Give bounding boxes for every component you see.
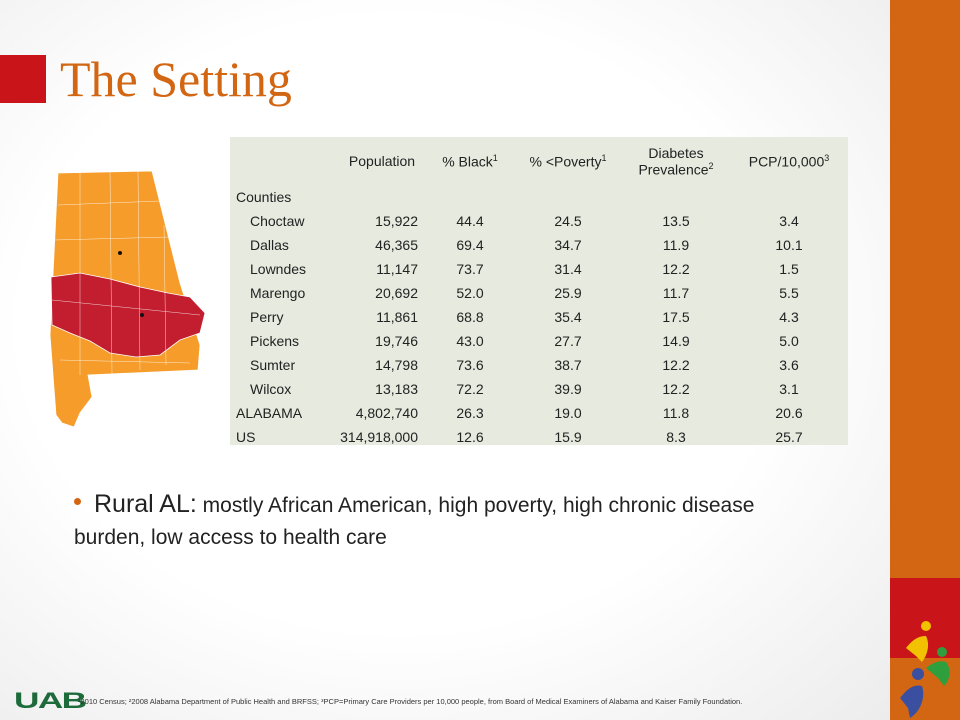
table-row: US 314,918,000 12.6 15.9 8.3 25.7 xyxy=(230,425,848,449)
table-row: Wilcox 13,183 72.2 39.9 12.2 3.1 xyxy=(230,377,848,401)
cell-percent-black: 52.0 xyxy=(456,285,484,301)
cell-population: 4,802,740 xyxy=(355,405,418,421)
table-row: Perry 11,861 68.8 35.4 17.5 4.3 xyxy=(230,305,848,329)
table-row: Pickens 19,746 43.0 27.7 14.9 5.0 xyxy=(230,329,848,353)
uab-logo: UAB xyxy=(14,688,87,713)
cell-percent-black: 68.8 xyxy=(456,309,484,325)
cell-percent-poverty: 19.0 xyxy=(554,405,582,421)
table-row: Choctaw 15,922 44.4 24.5 13.5 3.4 xyxy=(230,209,848,233)
cell-pcp: 3.1 xyxy=(779,381,799,397)
county-data-table: Population % Black1 % <Poverty1 Diabetes… xyxy=(230,137,848,445)
section-label: Counties xyxy=(236,189,292,205)
footnote: ¹2010 Census; ²2008 Alabama Department o… xyxy=(78,697,743,706)
people-figures-icon xyxy=(900,621,950,718)
cell-pcp: 25.7 xyxy=(775,429,803,445)
cell-pcp: 5.5 xyxy=(779,285,799,301)
cell-county-name: US xyxy=(236,429,256,445)
cell-percent-poverty: 34.7 xyxy=(554,237,582,253)
table-header-row: Population % Black1 % <Poverty1 Diabetes… xyxy=(230,137,848,185)
cell-percent-black: 12.6 xyxy=(456,429,484,445)
cell-population: 15,922 xyxy=(375,213,418,229)
cell-county-name: ALABAMA xyxy=(236,405,303,421)
title-marker xyxy=(0,55,46,103)
bullet-point: Rural AL: mostly African American, high … xyxy=(74,488,814,554)
cell-diabetes-prevalence: 11.9 xyxy=(662,237,690,253)
cell-percent-black: 26.3 xyxy=(456,405,484,421)
cell-pcp: 10.1 xyxy=(775,237,803,253)
cell-county-name: Sumter xyxy=(250,357,296,373)
alabama-map-image xyxy=(49,170,206,428)
cell-percent-poverty: 25.9 xyxy=(554,285,582,301)
cell-percent-black: 73.7 xyxy=(456,261,484,277)
cell-population: 14,798 xyxy=(375,357,418,373)
cell-diabetes-prevalence: 17.5 xyxy=(662,309,690,325)
bullet-dot xyxy=(74,498,81,505)
cell-pcp: 5.0 xyxy=(779,333,799,349)
section-row: Counties xyxy=(230,185,848,209)
cell-county-name: Perry xyxy=(250,309,284,325)
cell-percent-poverty: 35.4 xyxy=(554,309,582,325)
cell-diabetes-prevalence: 13.5 xyxy=(662,213,690,229)
header-population: Population xyxy=(348,153,416,169)
header-diabetes: Diabetes Prevalence2 xyxy=(638,144,714,178)
header-pcp: PCP/10,0003 xyxy=(748,152,830,170)
cell-population: 13,183 xyxy=(375,381,418,397)
cell-percent-poverty: 27.7 xyxy=(554,333,582,349)
cell-diabetes-prevalence: 12.2 xyxy=(662,357,690,373)
cell-county-name: Lowndes xyxy=(250,261,307,277)
cell-percent-poverty: 39.9 xyxy=(554,381,582,397)
cell-pcp: 3.6 xyxy=(779,357,799,373)
cell-percent-black: 72.2 xyxy=(456,381,484,397)
birmingham-marker xyxy=(118,251,122,255)
cell-county-name: Dallas xyxy=(250,237,289,253)
cell-county-name: Marengo xyxy=(250,285,306,301)
cell-county-name: Wilcox xyxy=(250,381,292,397)
cell-percent-poverty: 24.5 xyxy=(554,213,582,229)
selma-marker xyxy=(140,313,144,317)
cell-pcp: 20.6 xyxy=(775,405,803,421)
table-row: ALABAMA 4,802,740 26.3 19.0 11.8 20.6 xyxy=(230,401,848,425)
cell-percent-poverty: 38.7 xyxy=(554,357,582,373)
cell-population: 20,692 xyxy=(375,285,418,301)
cell-pcp: 4.3 xyxy=(779,309,799,325)
table-row: Sumter 14,798 73.6 38.7 12.2 3.6 xyxy=(230,353,848,377)
cell-percent-black: 69.4 xyxy=(456,237,484,253)
cell-percent-black: 43.0 xyxy=(456,333,484,349)
cell-diabetes-prevalence: 14.9 xyxy=(662,333,690,349)
cell-population: 314,918,000 xyxy=(340,429,418,445)
header-black: % Black1 xyxy=(442,152,498,170)
slide-title: The Setting xyxy=(60,51,292,107)
cell-pcp: 3.4 xyxy=(779,213,799,229)
header-blank xyxy=(230,137,338,185)
cell-diabetes-prevalence: 12.2 xyxy=(662,261,690,277)
cell-diabetes-prevalence: 11.8 xyxy=(662,405,690,421)
table-row: Dallas 46,365 69.4 34.7 11.9 10.1 xyxy=(230,233,848,257)
bullet-text: mostly African American, high poverty, h… xyxy=(74,494,755,549)
county-borders xyxy=(51,170,201,376)
cell-population: 11,861 xyxy=(376,309,418,325)
cell-population: 11,147 xyxy=(376,261,418,277)
cell-pcp: 1.5 xyxy=(779,261,799,277)
bullet-lead: Rural AL: xyxy=(94,490,197,518)
cell-percent-poverty: 31.4 xyxy=(554,261,582,277)
cell-population: 46,365 xyxy=(375,237,418,253)
cell-percent-poverty: 15.9 xyxy=(554,429,582,445)
cell-population: 19,746 xyxy=(375,333,418,349)
table-row: Marengo 20,692 52.0 25.9 11.7 5.5 xyxy=(230,281,848,305)
cell-diabetes-prevalence: 11.7 xyxy=(662,285,690,301)
cell-percent-black: 44.4 xyxy=(456,213,484,229)
cell-diabetes-prevalence: 12.2 xyxy=(662,381,690,397)
cell-diabetes-prevalence: 8.3 xyxy=(666,429,686,445)
cell-county-name: Pickens xyxy=(250,333,300,349)
cell-county-name: Choctaw xyxy=(250,213,305,229)
cell-percent-black: 73.6 xyxy=(456,357,484,373)
table-row: Lowndes 11,147 73.7 31.4 12.2 1.5 xyxy=(230,257,848,281)
header-poverty: % <Poverty1 xyxy=(529,152,607,170)
